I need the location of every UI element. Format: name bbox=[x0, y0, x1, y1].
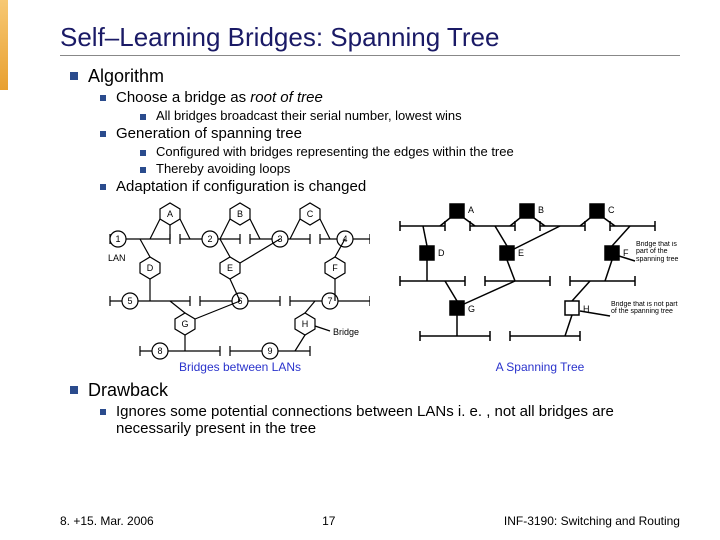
footer-date: 8. +15. Mar. 2006 bbox=[60, 514, 154, 528]
bullet-icon bbox=[140, 167, 146, 173]
svg-text:C: C bbox=[608, 205, 615, 215]
item-drawback-text: Ignores some potential connections betwe… bbox=[100, 403, 680, 437]
item-configured: Configured with bridges representing the… bbox=[140, 144, 680, 159]
section-algorithm: Algorithm bbox=[70, 66, 680, 87]
svg-text:F: F bbox=[332, 263, 338, 273]
diagram-bridges-lans: 1 2 3 4 5 6 7 8 9 A B C D E F G H LAN Bridge Bridge… bbox=[100, 201, 370, 376]
item-text: Choose a bridge as root of tree bbox=[116, 89, 323, 106]
st-label-in: Bridge that is part of the spanning tree bbox=[636, 241, 680, 263]
bullet-icon bbox=[100, 409, 106, 415]
item-text: Generation of spanning tree bbox=[116, 125, 302, 142]
svg-text:B: B bbox=[538, 205, 544, 215]
page-title: Self–Learning Bridges: Spanning Tree bbox=[60, 22, 680, 56]
item-avoid-loops: Thereby avoiding loops bbox=[140, 161, 680, 176]
svg-text:1: 1 bbox=[115, 234, 120, 244]
slide-body: Self–Learning Bridges: Spanning Tree Alg… bbox=[0, 0, 720, 449]
item-text: All bridges broadcast their serial numbe… bbox=[156, 108, 462, 123]
item-text: Configured with bridges representing the… bbox=[156, 144, 514, 159]
svg-text:A: A bbox=[167, 209, 173, 219]
svg-text:E: E bbox=[518, 248, 524, 258]
section-heading: Algorithm bbox=[88, 66, 164, 87]
svg-text:6: 6 bbox=[237, 296, 242, 306]
item-broadcast: All bridges broadcast their serial numbe… bbox=[140, 108, 680, 123]
section-heading: Drawback bbox=[88, 380, 168, 401]
section-drawback: Drawback bbox=[70, 380, 680, 401]
svg-text:H: H bbox=[583, 304, 590, 314]
svg-text:2: 2 bbox=[207, 234, 212, 244]
item-text: Thereby avoiding loops bbox=[156, 161, 290, 176]
item-generation: Generation of spanning tree bbox=[100, 125, 680, 142]
right-caption: A Spanning Tree bbox=[496, 360, 585, 374]
svg-text:A: A bbox=[468, 205, 474, 215]
bullet-icon bbox=[70, 72, 78, 80]
bullet-icon bbox=[100, 131, 106, 137]
footer: 8. +15. Mar. 2006 17 INF-3190: Switching… bbox=[0, 514, 720, 528]
bridge-label: Bridge bbox=[333, 327, 359, 337]
text-italic: root of tree bbox=[250, 89, 323, 106]
item-text: Adaptation if configuration is changed bbox=[116, 178, 366, 195]
text-part: Choose a bridge as bbox=[116, 89, 250, 106]
svg-text:C: C bbox=[307, 209, 314, 219]
svg-text:B: B bbox=[237, 209, 243, 219]
lan-label: LAN bbox=[108, 253, 126, 263]
svg-text:E: E bbox=[227, 263, 233, 273]
svg-text:G: G bbox=[468, 304, 475, 314]
footer-page: 17 bbox=[322, 514, 335, 528]
bullet-icon bbox=[70, 386, 78, 394]
bullet-icon bbox=[140, 114, 146, 120]
bullet-icon bbox=[140, 150, 146, 156]
svg-text:D: D bbox=[147, 263, 154, 273]
item-choose-root: Choose a bridge as root of tree bbox=[100, 89, 680, 106]
svg-text:H: H bbox=[302, 319, 309, 329]
svg-text:G: G bbox=[181, 319, 188, 329]
svg-text:7: 7 bbox=[327, 296, 332, 306]
diagram-row: 1 2 3 4 5 6 7 8 9 A B C D E F G H LAN Bridge Bridge… bbox=[100, 201, 680, 376]
item-adaptation: Adaptation if configuration is changed bbox=[100, 178, 680, 195]
svg-text:9: 9 bbox=[267, 346, 272, 356]
left-caption: Bridges between LANs bbox=[179, 360, 301, 374]
accent-bar bbox=[0, 0, 8, 90]
bullet-icon bbox=[100, 184, 106, 190]
bullet-icon bbox=[100, 95, 106, 101]
svg-text:5: 5 bbox=[127, 296, 132, 306]
svg-text:D: D bbox=[438, 248, 445, 258]
st-label-out: Bridge that is not part of the spanning … bbox=[611, 301, 679, 316]
svg-text:4: 4 bbox=[342, 234, 347, 244]
svg-text:3: 3 bbox=[277, 234, 282, 244]
diagram-spanning-tree: A B C D E F G H Bridge that is part of the sp… bbox=[390, 201, 680, 376]
svg-text:F: F bbox=[623, 248, 629, 258]
footer-course: INF-3190: Switching and Routing bbox=[504, 514, 680, 528]
item-text: Ignores some potential connections betwe… bbox=[116, 403, 636, 437]
svg-text:8: 8 bbox=[157, 346, 162, 356]
